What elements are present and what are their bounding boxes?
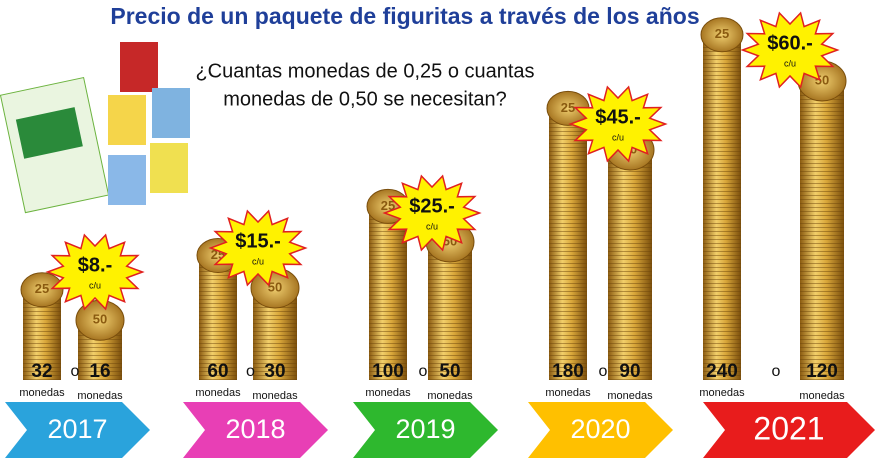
quarter-count: 240 bbox=[706, 361, 738, 382]
year-arrow bbox=[703, 402, 875, 458]
quarter-count: 60 bbox=[207, 361, 228, 382]
price: $15.- bbox=[235, 230, 281, 252]
coin-stripes bbox=[800, 81, 844, 380]
half-count: 120 bbox=[806, 361, 838, 382]
sticker-pack bbox=[0, 42, 190, 214]
coin-word: monedas bbox=[252, 390, 298, 402]
quarter-count: 180 bbox=[552, 361, 584, 382]
coin-face: 25 bbox=[381, 198, 395, 213]
coin-word: monedas bbox=[195, 387, 241, 399]
coin-face: 50 bbox=[268, 279, 282, 294]
half-count: 16 bbox=[89, 361, 110, 382]
title: Precio de un paquete de figuritas a trav… bbox=[110, 3, 699, 29]
half-count: 30 bbox=[264, 361, 285, 382]
coin-face: 50 bbox=[93, 312, 107, 327]
price-unit: c/u bbox=[252, 256, 264, 266]
year: 2017 bbox=[47, 414, 107, 444]
coin-face: 25 bbox=[715, 26, 729, 41]
coin-word: monedas bbox=[365, 387, 411, 399]
coin-stripes bbox=[608, 150, 652, 380]
price-burst bbox=[740, 11, 840, 89]
price-burst bbox=[568, 85, 668, 163]
price: $60.- bbox=[767, 32, 813, 54]
coin-word: monedas bbox=[427, 390, 473, 402]
quarter-count: 100 bbox=[372, 361, 404, 382]
price-unit: c/u bbox=[612, 132, 624, 142]
price: $25.- bbox=[409, 195, 455, 217]
year-arrow bbox=[528, 402, 673, 458]
coin-stripes bbox=[549, 108, 587, 380]
price: $45.- bbox=[595, 106, 641, 128]
coin-face: 25 bbox=[35, 281, 49, 296]
coin-word: monedas bbox=[545, 387, 591, 399]
question-line: monedas de 0,50 se necesitan? bbox=[223, 88, 507, 110]
coin-word: monedas bbox=[19, 387, 65, 399]
coin bbox=[700, 17, 744, 53]
question-line: ¿Cuantas monedas de 0,25 o cuantas bbox=[195, 60, 534, 82]
year: 2021 bbox=[753, 410, 824, 446]
half-count: 50 bbox=[439, 361, 460, 382]
half-count: 90 bbox=[619, 361, 640, 382]
or-word: o bbox=[419, 363, 428, 380]
or-word: o bbox=[772, 363, 781, 380]
coin-word: monedas bbox=[607, 390, 653, 402]
coin-face: 25 bbox=[561, 100, 575, 115]
price: $8.- bbox=[78, 254, 112, 276]
year: 2020 bbox=[570, 414, 630, 444]
year: 2019 bbox=[395, 414, 455, 444]
or-word: o bbox=[71, 363, 80, 380]
coin-stripes bbox=[428, 242, 472, 380]
year-arrow bbox=[353, 402, 498, 458]
price-burst bbox=[382, 174, 482, 252]
coin bbox=[20, 272, 64, 308]
year-arrow bbox=[5, 402, 150, 458]
coin-word: monedas bbox=[799, 390, 845, 402]
year: 2018 bbox=[225, 414, 285, 444]
year-arrow bbox=[183, 402, 328, 458]
price-burst bbox=[45, 233, 145, 311]
price-unit: c/u bbox=[426, 221, 438, 231]
quarter-count: 32 bbox=[31, 361, 52, 382]
coin-stripes bbox=[369, 206, 407, 380]
or-word: o bbox=[599, 363, 608, 380]
price-burst bbox=[208, 209, 308, 287]
coin-word: monedas bbox=[699, 387, 745, 399]
coin-stripes bbox=[703, 34, 741, 380]
coin-word: monedas bbox=[77, 390, 123, 402]
or-word: o bbox=[246, 363, 255, 380]
price-unit: c/u bbox=[784, 58, 796, 68]
price-unit: c/u bbox=[89, 280, 101, 290]
